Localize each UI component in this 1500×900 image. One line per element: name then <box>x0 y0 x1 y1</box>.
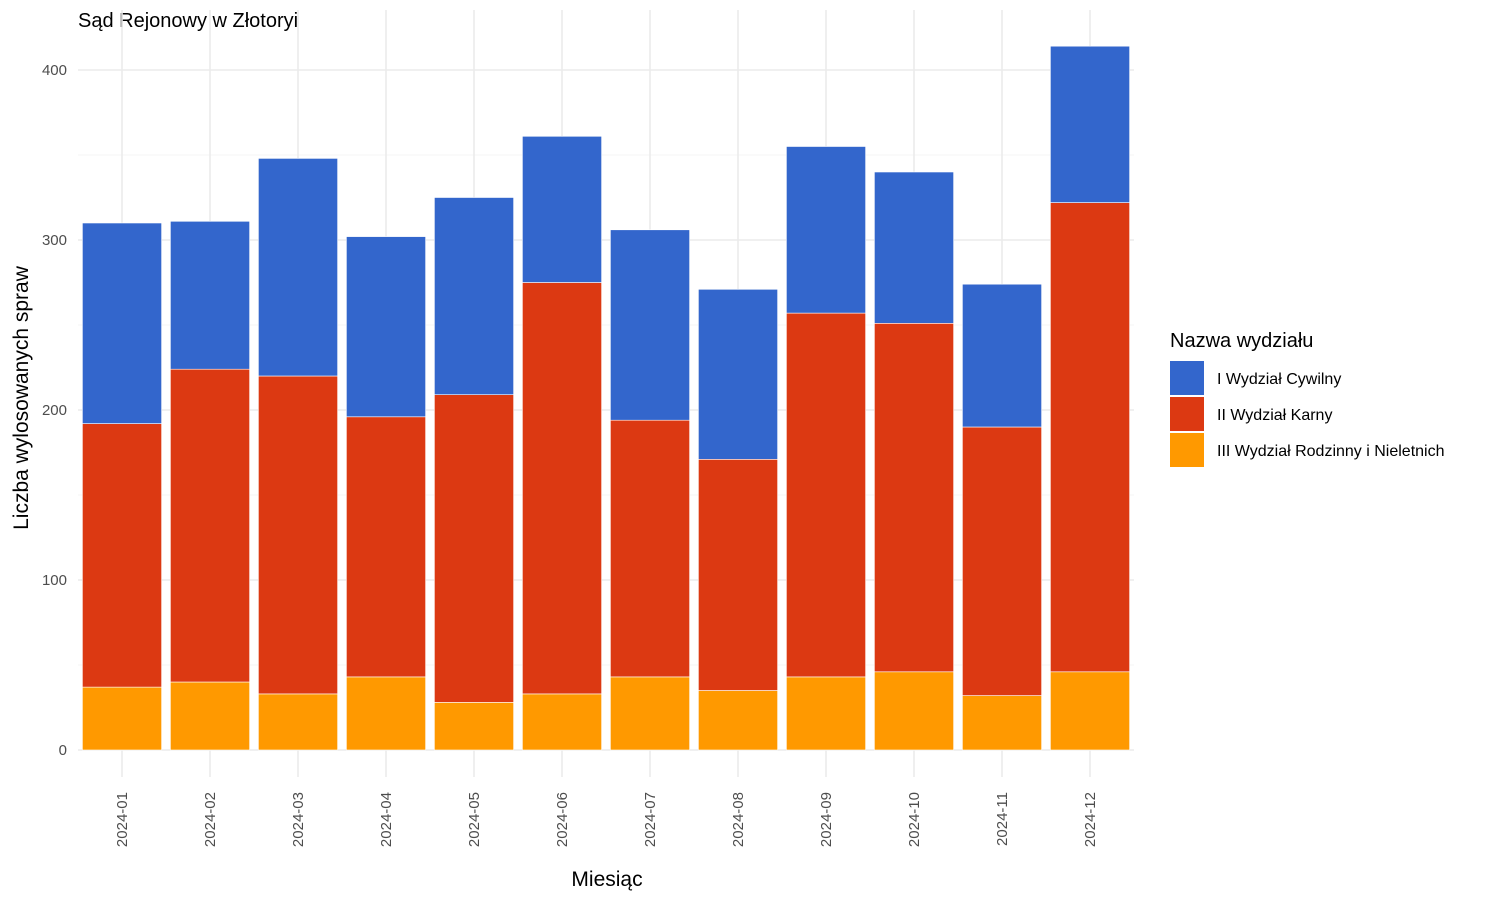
bar-segment <box>346 236 426 418</box>
legend-title: Nazwa wydziału <box>1170 330 1313 352</box>
x-tick-label: 2024-11 <box>994 792 1011 846</box>
y-tick-label: 400 <box>42 62 67 79</box>
bar-segment <box>962 283 1042 428</box>
x-axis-ticks: 2024-01 2024-02 2024-03 2024-04 2024-05 2024-… <box>114 792 1099 847</box>
bar-segment <box>1050 45 1130 203</box>
bar-segment <box>1050 202 1130 673</box>
bar-segment <box>170 681 250 751</box>
bar-segment <box>698 690 778 751</box>
bar-segment <box>258 693 338 751</box>
bars <box>82 45 1130 751</box>
legend: Nazwa wydziału I Wydział Cywilny II Wydzi… <box>1170 330 1445 467</box>
bar-segment <box>82 222 162 424</box>
x-tick-label: 2024-12 <box>1082 792 1099 847</box>
bar-segment <box>610 676 690 751</box>
x-tick-label: 2024-10 <box>906 792 923 847</box>
bar-segment <box>698 458 778 691</box>
y-tick-label: 100 <box>42 572 67 589</box>
bar-segment <box>698 288 778 460</box>
chart-title: Sąd Rejonowy w Złotoryi <box>78 10 298 32</box>
bar-segment <box>786 312 866 678</box>
bar-segment <box>346 676 426 751</box>
y-axis-ticks: 0 100 200 300 400 <box>42 62 67 759</box>
bar-segment <box>522 136 602 283</box>
bar-segment <box>170 368 250 683</box>
legend-label: I Wydział Cywilny <box>1217 371 1341 388</box>
legend-label: II Wydział Karny <box>1217 407 1332 424</box>
x-tick-label: 2024-02 <box>202 792 219 847</box>
x-tick-label: 2024-05 <box>466 792 483 847</box>
bar-segment <box>346 416 426 678</box>
bar-segment <box>82 686 162 751</box>
x-tick-label: 2024-08 <box>730 792 747 847</box>
bar-segment <box>434 197 514 395</box>
bar-segment <box>610 229 690 421</box>
bar-segment <box>874 671 954 751</box>
y-tick-label: 200 <box>42 402 67 419</box>
bar-segment <box>258 375 338 695</box>
bar-segment <box>170 221 250 370</box>
bar-segment <box>522 282 602 695</box>
bar-segment <box>786 676 866 751</box>
bar-segment <box>82 423 162 688</box>
bar-segment <box>434 394 514 703</box>
bar-segment <box>610 419 690 678</box>
x-tick-label: 2024-03 <box>290 792 307 847</box>
x-tick-label: 2024-06 <box>554 792 571 847</box>
y-tick-label: 300 <box>42 232 67 249</box>
x-axis-title: Miesiąc <box>571 868 642 891</box>
y-axis-title: Liczba wylosowanych spraw <box>10 265 33 530</box>
bar-segment <box>874 171 954 324</box>
bar-segment <box>874 322 954 673</box>
legend-swatch <box>1170 397 1204 431</box>
x-tick-label: 2024-07 <box>642 792 659 847</box>
bar-segment <box>786 146 866 314</box>
bar-segment <box>258 158 338 377</box>
bar-segment <box>1050 671 1130 751</box>
x-tick-label: 2024-01 <box>114 792 131 847</box>
y-tick-label: 0 <box>59 742 67 759</box>
bar-segment <box>434 702 514 751</box>
legend-swatch <box>1170 433 1204 467</box>
bar-segment <box>962 695 1042 751</box>
x-tick-label: 2024-09 <box>818 792 835 847</box>
bar-segment <box>962 426 1042 696</box>
bar-segment <box>522 693 602 751</box>
legend-swatch <box>1170 361 1204 395</box>
x-tick-label: 2024-04 <box>378 792 395 847</box>
legend-label: III Wydział Rodzinny i Nieletnich <box>1217 443 1445 460</box>
